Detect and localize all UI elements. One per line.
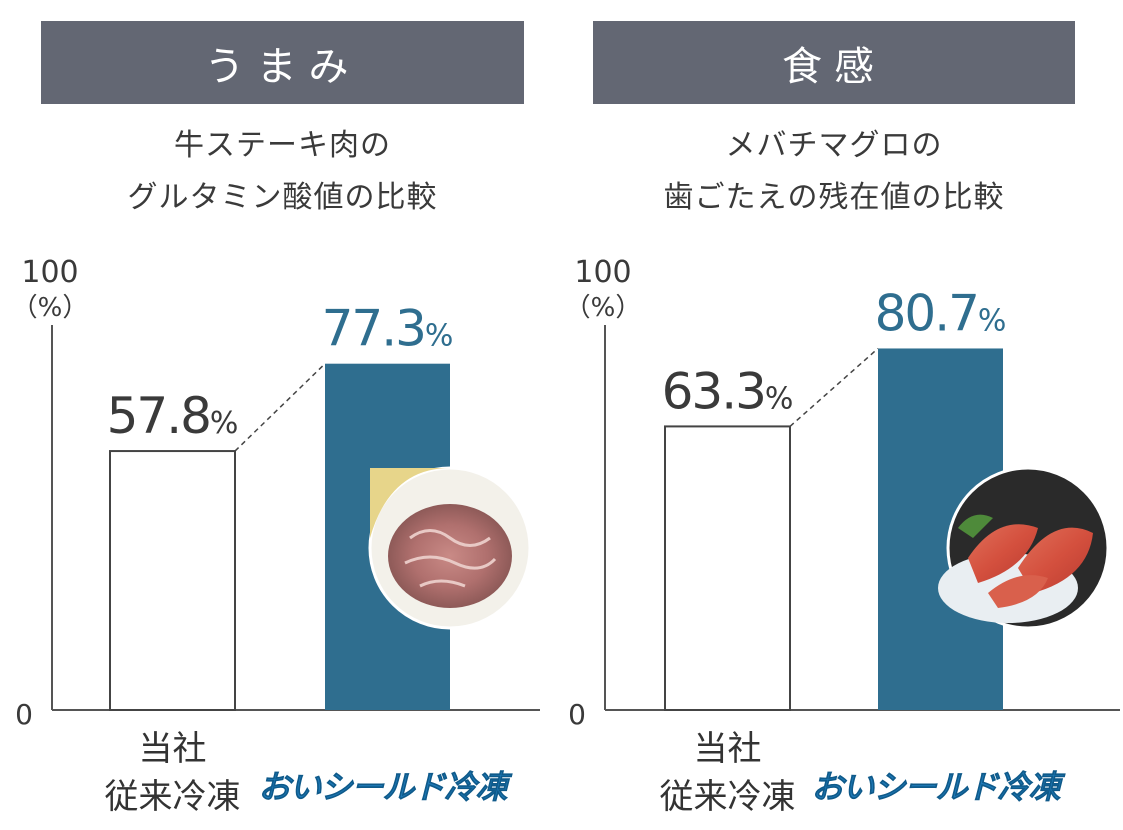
texture-connector	[789, 347, 879, 427]
texture-subtitle-line2: 歯ごたえの残在値の比較	[663, 180, 1005, 215]
umami-brand-label: おいシールド冷凍	[258, 768, 512, 806]
texture-category-line2: 従来冷凍	[660, 777, 796, 817]
tuna-slice-1	[968, 524, 1038, 583]
texture-category-line1: 当社	[694, 729, 762, 769]
tuna-slice-3	[988, 575, 1048, 608]
steak	[388, 504, 512, 608]
umami-y-unit-label: （%）	[12, 293, 89, 323]
texture-panel: 食感 メバチマグロの 歯ごたえの残在値の比較 100 （%） 0 63.3% 80.7%…	[560, 0, 1120, 830]
texture-y-top-label: 100	[574, 255, 631, 290]
tuna-sashimi-photo-icon	[938, 466, 1110, 630]
umami-header: うまみ	[41, 21, 524, 104]
texture-subtitle-line1: メバチマグロの	[725, 128, 943, 163]
steak-photo-icon	[368, 466, 532, 630]
texture-brand-label: おいシールド冷凍	[811, 768, 1065, 806]
umami-bar-conventional	[109, 450, 236, 711]
umami-y-bottom-label: 0	[15, 698, 33, 731]
umami-category-line2: 従来冷凍	[105, 777, 241, 817]
umami-subtitle-line2: グルタミン酸値の比較	[127, 180, 438, 215]
umami-panel: うまみ 牛ステーキ肉の グルタミン酸値の比較 100 （%） 0 57.8% 77.3%…	[0, 0, 560, 830]
marbling	[404, 529, 497, 588]
texture-subtitle: メバチマグロの 歯ごたえの残在値の比較	[593, 120, 1075, 224]
umami-category-line1: 当社	[139, 729, 207, 769]
umami-connector	[234, 363, 326, 452]
texture-header: 食感	[593, 21, 1075, 104]
umami-value-label-brand: 77.3%	[322, 300, 454, 358]
board	[370, 468, 450, 538]
texture-value-label-brand: 80.7%	[875, 284, 1007, 342]
shiso-leaf	[958, 514, 993, 538]
umami-subtitle-line1: 牛ステーキ肉の	[174, 128, 391, 163]
texture-value-label-conventional: 63.3%	[662, 362, 794, 420]
texture-bar-conventional	[664, 425, 791, 711]
umami-value-label-conventional: 57.8%	[107, 387, 239, 445]
umami-y-top-label: 100	[21, 255, 78, 290]
texture-y-unit-label: （%）	[565, 293, 642, 323]
texture-y-bottom-label: 0	[568, 698, 586, 731]
umami-subtitle: 牛ステーキ肉の グルタミン酸値の比較	[41, 120, 524, 224]
